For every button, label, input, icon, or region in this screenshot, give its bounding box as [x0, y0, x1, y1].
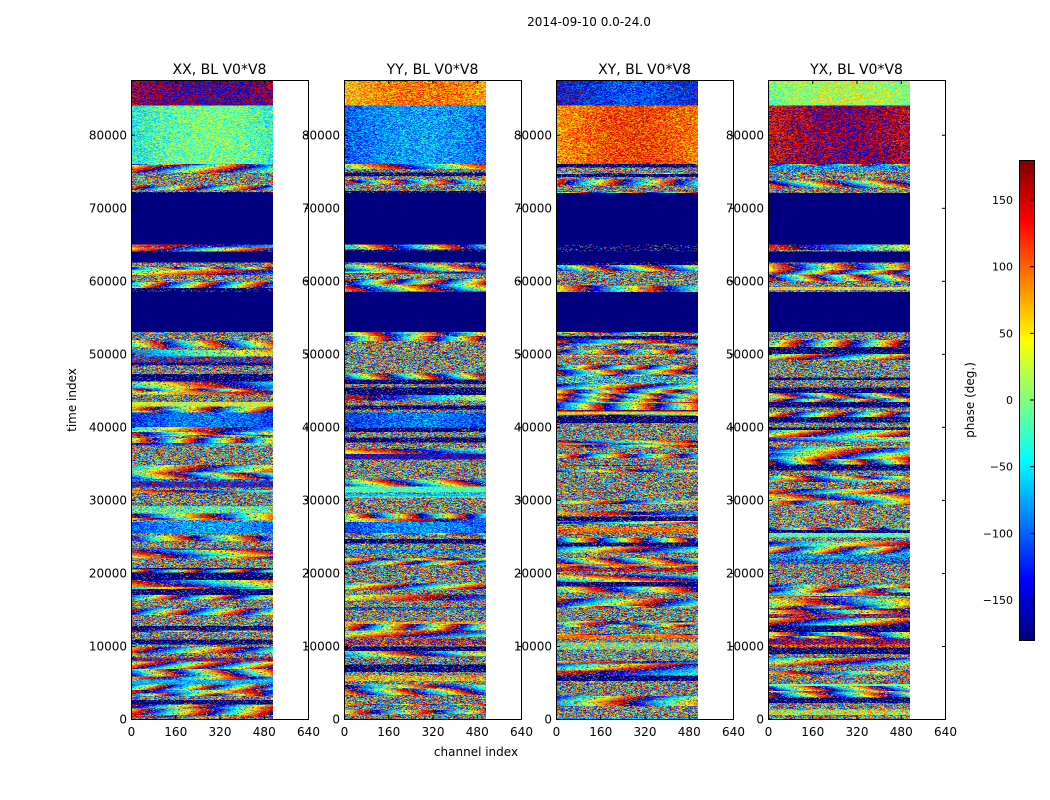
colorbar-ticks: −150 −100 −50 0 50 100 150	[983, 194, 1034, 607]
x-tick-label: 480	[678, 725, 701, 739]
heatmap-image-xy	[556, 80, 698, 719]
panel-xy: XY, BL V0*V8 0 160 320 480 640 0 10000 20000 30…	[514, 62, 745, 739]
x-tick-label: 320	[209, 725, 232, 739]
x-tick-label: 0	[341, 725, 349, 739]
heatmap-image-xx	[131, 80, 273, 719]
y-tick-label: 10000	[726, 639, 764, 653]
y-tick-label: 60000	[514, 274, 552, 288]
y-tick-label: 50000	[514, 347, 552, 361]
x-axis-yy: 0 160 320 480 640	[341, 80, 533, 739]
y-tick-label: 30000	[514, 493, 552, 507]
x-tick-label: 640	[934, 725, 957, 739]
panel-title-xy: XY, BL V0*V8	[598, 62, 691, 78]
y-tick-label: 50000	[89, 347, 127, 361]
x-axis-xy: 0 160 320 480 640	[553, 80, 745, 739]
y-tick-label: 60000	[89, 274, 127, 288]
y-tick-label: 20000	[514, 566, 552, 580]
y-tick-label: 40000	[726, 420, 764, 434]
x-tick-label: 160	[377, 725, 400, 739]
colorbar-tick-label: −50	[990, 461, 1013, 474]
y-tick-label: 60000	[726, 274, 764, 288]
colorbar-tick-label: −150	[983, 594, 1013, 607]
panel-xx: XX, BL V0*V8 0 160 320 480 640 0 10000 20000 30…	[89, 62, 320, 739]
colorbar-tick-label: 150	[992, 194, 1013, 207]
y-tick-label: 40000	[302, 420, 340, 434]
y-tick-label: 60000	[302, 274, 340, 288]
y-tick-label: 0	[756, 713, 764, 727]
y-tick-label: 0	[332, 713, 340, 727]
y-tick-label: 50000	[726, 347, 764, 361]
y-tick-label: 30000	[302, 493, 340, 507]
x-tick-label: 320	[422, 725, 445, 739]
panel-title-yy: YY, BL V0*V8	[386, 62, 479, 78]
y-tick-label: 0	[119, 713, 127, 727]
y-tick-label: 70000	[89, 201, 127, 215]
y-tick-label: 20000	[726, 566, 764, 580]
y-axis-yy: 0 10000 20000 30000 40000 50000 60000 70000 8000…	[302, 128, 522, 727]
y-tick-label: 70000	[726, 201, 764, 215]
x-tick-label: 160	[589, 725, 612, 739]
x-tick-label: 320	[846, 725, 869, 739]
y-tick-label: 80000	[514, 128, 552, 142]
y-tick-label: 20000	[302, 566, 340, 580]
panel-yx: YX, BL V0*V8 0 160 320 480 640 0 10000 20000 30…	[726, 62, 957, 739]
colorbar-frame	[1019, 160, 1035, 641]
x-tick-label: 640	[297, 725, 320, 739]
panel-yy: YY, BL V0*V8 0 160 320 480 640 0 10000 20000 30…	[302, 62, 533, 739]
x-tick-label: 0	[128, 725, 136, 739]
panel-title-yx: YX, BL V0*V8	[809, 62, 903, 78]
y-tick-label: 80000	[89, 128, 127, 142]
x-axis-yx: 0 160 320 480 640	[765, 80, 957, 739]
x-tick-label: 0	[553, 725, 561, 739]
y-tick-label: 40000	[514, 420, 552, 434]
y-axis-label: time index	[65, 368, 79, 432]
x-tick-label: 640	[510, 725, 533, 739]
colorbar: −150 −100 −50 0 50 100 150 phase (deg.)	[963, 160, 1035, 641]
y-tick-label: 80000	[726, 128, 764, 142]
x-tick-label: 160	[801, 725, 824, 739]
y-tick-label: 50000	[302, 347, 340, 361]
y-tick-label: 10000	[514, 639, 552, 653]
y-tick-label: 20000	[89, 566, 127, 580]
y-axis-yx: 0 10000 20000 30000 40000 50000 60000 70000 8000…	[726, 128, 946, 727]
colorbar-label: phase (deg.)	[963, 362, 977, 438]
x-tick-label: 160	[164, 725, 187, 739]
y-tick-label: 30000	[726, 493, 764, 507]
y-axis-xy: 0 10000 20000 30000 40000 50000 60000 70000 8000…	[514, 128, 734, 727]
y-axis-xx: 0 10000 20000 30000 40000 50000 60000 70000 8000…	[89, 128, 309, 727]
colorbar-tick-label: 100	[992, 261, 1013, 274]
x-tick-label: 480	[890, 725, 913, 739]
y-tick-label: 10000	[302, 639, 340, 653]
y-tick-label: 70000	[302, 201, 340, 215]
colorbar-tick-label: 50	[999, 327, 1013, 340]
heatmap-image-yy	[344, 80, 486, 719]
colorbar-tick-label: −100	[983, 527, 1013, 540]
y-tick-label: 40000	[89, 420, 127, 434]
y-tick-label: 80000	[302, 128, 340, 142]
x-tick-label: 480	[253, 725, 276, 739]
colorbar-tick-label: 0	[1006, 394, 1013, 407]
colorbar-gradient	[1019, 160, 1034, 640]
x-axis-label: channel index	[434, 745, 518, 759]
x-tick-label: 480	[466, 725, 489, 739]
x-tick-label: 0	[765, 725, 773, 739]
figure-suptitle: 2014-09-10 0.0-24.0	[527, 15, 651, 29]
x-axis-xx: 0 160 320 480 640	[128, 80, 320, 739]
y-tick-label: 30000	[89, 493, 127, 507]
x-tick-label: 640	[722, 725, 745, 739]
heatmap-image-yx	[768, 80, 910, 719]
x-tick-label: 320	[634, 725, 657, 739]
y-tick-label: 0	[544, 713, 552, 727]
panel-title-xx: XX, BL V0*V8	[173, 62, 267, 78]
y-tick-label: 70000	[514, 201, 552, 215]
y-tick-label: 10000	[89, 639, 127, 653]
